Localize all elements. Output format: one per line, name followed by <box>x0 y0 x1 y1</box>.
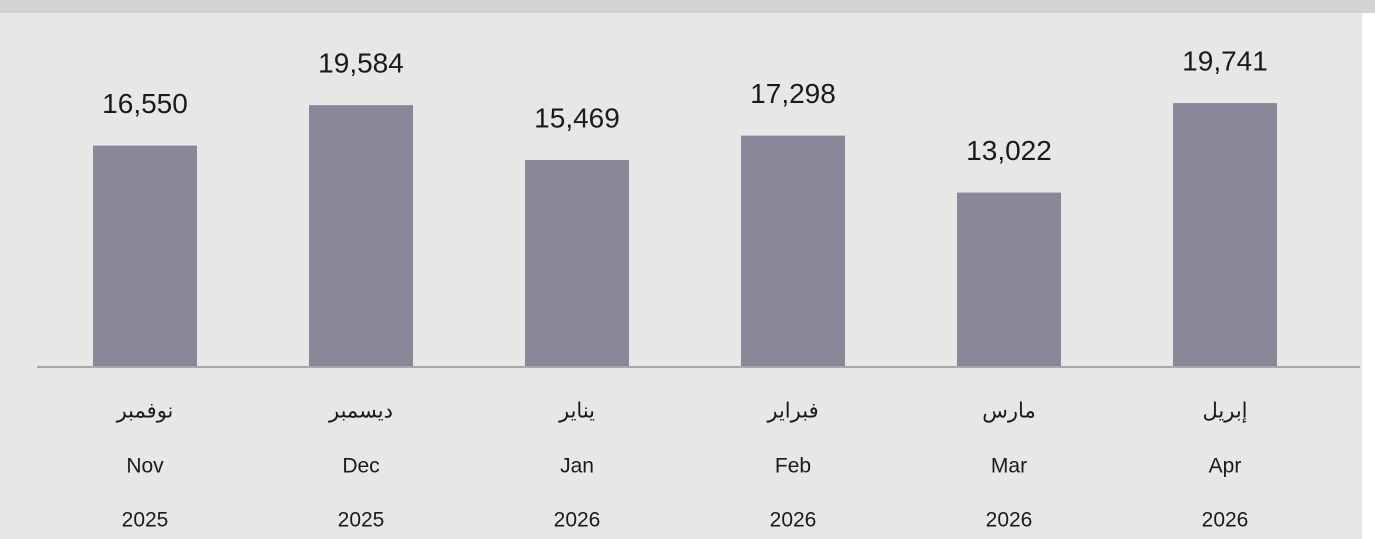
x-tick-label: 2025 <box>122 509 169 532</box>
bar <box>525 159 629 366</box>
x-tick-label: نوفمبر <box>116 400 174 424</box>
x-tick-label: مارس <box>982 400 1035 424</box>
value-label: 19,741 <box>1182 45 1268 76</box>
x-tick-label: Nov <box>126 455 164 478</box>
x-tick-label: فبراير <box>766 400 818 424</box>
x-tick-label: Mar <box>991 455 1027 478</box>
value-label: 13,022 <box>966 135 1052 166</box>
x-tick-label: 2026 <box>770 509 817 532</box>
x-tick-label: 2025 <box>338 509 385 532</box>
x-tick-label: ديسمبر <box>328 400 393 424</box>
x-tick-label: 2026 <box>986 509 1033 532</box>
value-label: 19,584 <box>318 48 404 79</box>
x-tick-label: Jan <box>560 455 594 478</box>
x-tick-label: Dec <box>342 455 379 478</box>
right-edge <box>1362 13 1375 539</box>
bar <box>93 145 197 366</box>
x-tick-label: Apr <box>1209 455 1242 478</box>
x-tick-label: يناير <box>558 400 595 424</box>
value-label: 17,298 <box>750 78 836 109</box>
x-tick-label: 2026 <box>554 509 601 532</box>
x-tick-label: إبريل <box>1202 400 1247 424</box>
bar <box>741 135 845 366</box>
bar <box>309 105 413 366</box>
x-tick-label: Feb <box>775 455 811 478</box>
value-label: 16,550 <box>102 88 188 119</box>
x-tick-label: 2026 <box>1202 509 1249 532</box>
bar <box>1173 103 1277 367</box>
value-label: 15,469 <box>534 102 620 133</box>
top-stripe <box>0 0 1375 13</box>
bar <box>957 192 1061 366</box>
